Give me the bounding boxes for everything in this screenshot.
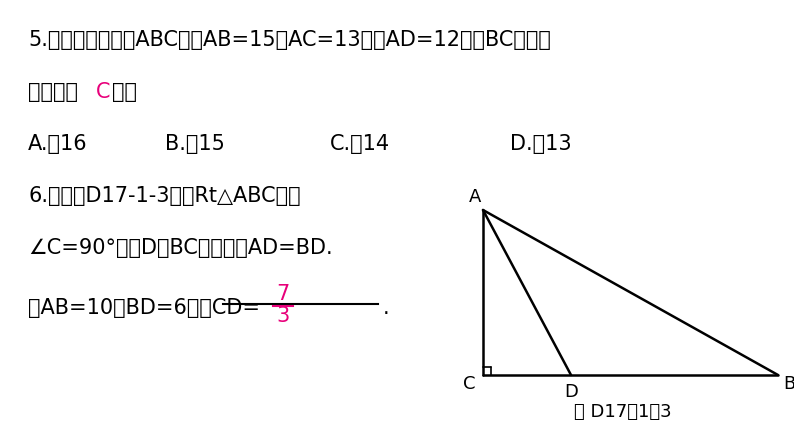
Text: .: .	[383, 298, 390, 318]
Text: B: B	[783, 375, 794, 393]
Text: 7: 7	[276, 284, 290, 304]
Text: ∠C=90°，点D是BC上一点，AD=BD.: ∠C=90°，点D是BC上一点，AD=BD.	[28, 238, 333, 258]
Text: C: C	[96, 82, 110, 102]
Text: 6.　如图D17-1-3，在Rt△ABC中，: 6. 如图D17-1-3，在Rt△ABC中，	[28, 186, 301, 206]
Text: D: D	[564, 383, 578, 401]
Text: C: C	[462, 375, 475, 393]
Text: A.　16: A. 16	[28, 134, 87, 154]
Text: ）: ）	[112, 82, 137, 102]
Text: 5.　在锐角三角形ABC中，AB=15，AC=13，高AD=12，则BC的长度: 5. 在锐角三角形ABC中，AB=15，AC=13，高AD=12，则BC的长度	[28, 30, 551, 50]
Text: 为（: 为（	[28, 82, 78, 102]
Text: 3: 3	[276, 306, 290, 326]
Text: D.　13: D. 13	[510, 134, 572, 154]
Text: 若AB=10，BD=6，则CD=: 若AB=10，BD=6，则CD=	[28, 298, 260, 318]
Text: 图 D17－1－3: 图 D17－1－3	[574, 403, 672, 421]
Text: B.　15: B. 15	[165, 134, 225, 154]
Text: C.　14: C. 14	[330, 134, 390, 154]
Text: A: A	[468, 188, 481, 206]
